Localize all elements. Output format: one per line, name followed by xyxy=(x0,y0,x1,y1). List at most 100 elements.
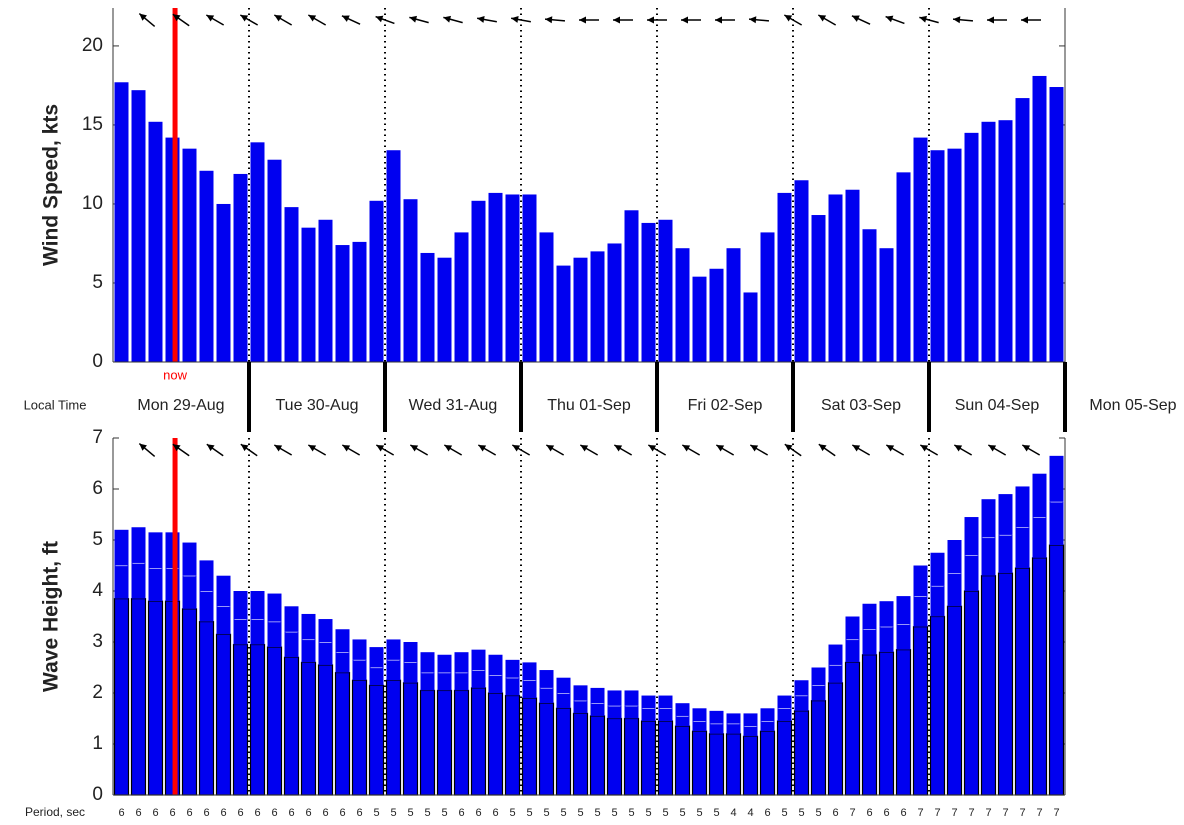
bar-segment xyxy=(284,631,299,658)
bar xyxy=(539,232,554,362)
bar-segment xyxy=(555,707,572,796)
direction-arrow xyxy=(205,14,225,26)
period-value: 5 xyxy=(407,807,413,819)
y-tick-label: 0 xyxy=(92,784,103,805)
direction-arrow xyxy=(715,16,735,24)
arrow-head xyxy=(546,445,555,452)
bar-segment xyxy=(641,708,656,722)
bar-segment xyxy=(181,608,198,796)
period-value: 6 xyxy=(305,807,311,819)
bar xyxy=(964,132,979,362)
bar-segment xyxy=(505,659,520,678)
period-value: 6 xyxy=(832,807,838,819)
bar xyxy=(1049,87,1064,363)
direction-arrow xyxy=(273,444,293,456)
direction-arrow xyxy=(443,444,463,456)
bar xyxy=(930,150,945,362)
period-value: 5 xyxy=(577,807,583,819)
direction-arrow xyxy=(987,444,1007,456)
bar-segment xyxy=(266,646,283,796)
period-value: 6 xyxy=(254,807,260,819)
bar-segment xyxy=(233,619,248,645)
arrow-head xyxy=(953,16,961,24)
bar xyxy=(1032,75,1047,363)
bar-segment xyxy=(794,695,809,711)
period-value: 6 xyxy=(169,807,175,819)
bar xyxy=(896,172,911,362)
period-value: 5 xyxy=(662,807,668,819)
bar-segment xyxy=(878,651,895,796)
period-value: 5 xyxy=(526,807,532,819)
bar xyxy=(811,215,826,362)
bar-segment xyxy=(794,680,809,696)
direction-arrow xyxy=(919,444,939,456)
bar-segment xyxy=(845,616,860,640)
y-tick-label: 2 xyxy=(92,682,103,703)
period-value: 6 xyxy=(203,807,209,819)
bar-segment xyxy=(402,682,419,796)
bar-segment xyxy=(709,723,724,734)
period-value: 5 xyxy=(815,807,821,819)
bar xyxy=(981,121,996,363)
bar xyxy=(182,148,197,362)
bar xyxy=(318,219,333,362)
arrow-head xyxy=(784,444,793,452)
bar-segment xyxy=(811,685,826,701)
bar-segment xyxy=(317,664,334,796)
bar xyxy=(386,150,401,362)
bar-segment xyxy=(691,730,708,796)
direction-arrow xyxy=(579,444,599,456)
arrow-head xyxy=(749,16,757,24)
bar-segment xyxy=(233,591,248,620)
bar xyxy=(862,229,877,362)
period-value: 5 xyxy=(628,807,634,819)
bar-segment xyxy=(828,664,843,683)
bar-segment xyxy=(199,591,214,622)
bar-segment xyxy=(522,662,537,681)
period-value: 5 xyxy=(713,807,719,819)
arrow-head xyxy=(1021,16,1028,24)
bar xyxy=(131,90,146,362)
arrow-head xyxy=(410,445,419,452)
arrow-head xyxy=(308,15,317,22)
arrow-head xyxy=(240,444,249,452)
direction-arrow xyxy=(579,16,599,24)
y-tick-label: 1 xyxy=(92,733,103,754)
direction-arrow xyxy=(239,14,259,26)
bar xyxy=(352,241,367,362)
direction-arrow xyxy=(748,16,770,24)
arrow-head xyxy=(886,445,895,452)
period-value: 7 xyxy=(1053,807,1059,819)
bar xyxy=(403,199,418,362)
direction-arrow xyxy=(307,444,327,456)
bar-segment xyxy=(1048,544,1065,796)
bar xyxy=(828,194,843,362)
bar-segment xyxy=(827,682,844,796)
bar-segment xyxy=(283,656,300,796)
direction-arrow xyxy=(206,443,224,457)
bar-segment xyxy=(232,643,249,796)
bar xyxy=(675,248,690,362)
period-value: 5 xyxy=(696,807,702,819)
arrow-head xyxy=(614,445,623,452)
bar-segment xyxy=(879,626,894,653)
bar-segment xyxy=(250,619,265,645)
direction-arrow xyxy=(885,15,905,25)
day-label: Mon 05-Sep xyxy=(1089,397,1176,414)
bar-segment xyxy=(420,652,435,673)
arrow-head xyxy=(579,16,586,24)
bar-segment xyxy=(487,692,504,796)
bar-segment xyxy=(352,659,367,681)
bar-segment xyxy=(573,685,588,701)
direction-arrow xyxy=(544,16,566,24)
bar-segment xyxy=(998,534,1013,574)
bar-segment xyxy=(386,659,401,681)
direction-arrow xyxy=(409,15,429,24)
arrow-head xyxy=(139,13,147,21)
bar-segment xyxy=(131,527,146,563)
period-value: 6 xyxy=(220,807,226,819)
period-value: 5 xyxy=(543,807,549,819)
bar-segment xyxy=(556,693,571,709)
direction-arrow xyxy=(341,15,361,25)
arrow-head xyxy=(443,15,452,23)
